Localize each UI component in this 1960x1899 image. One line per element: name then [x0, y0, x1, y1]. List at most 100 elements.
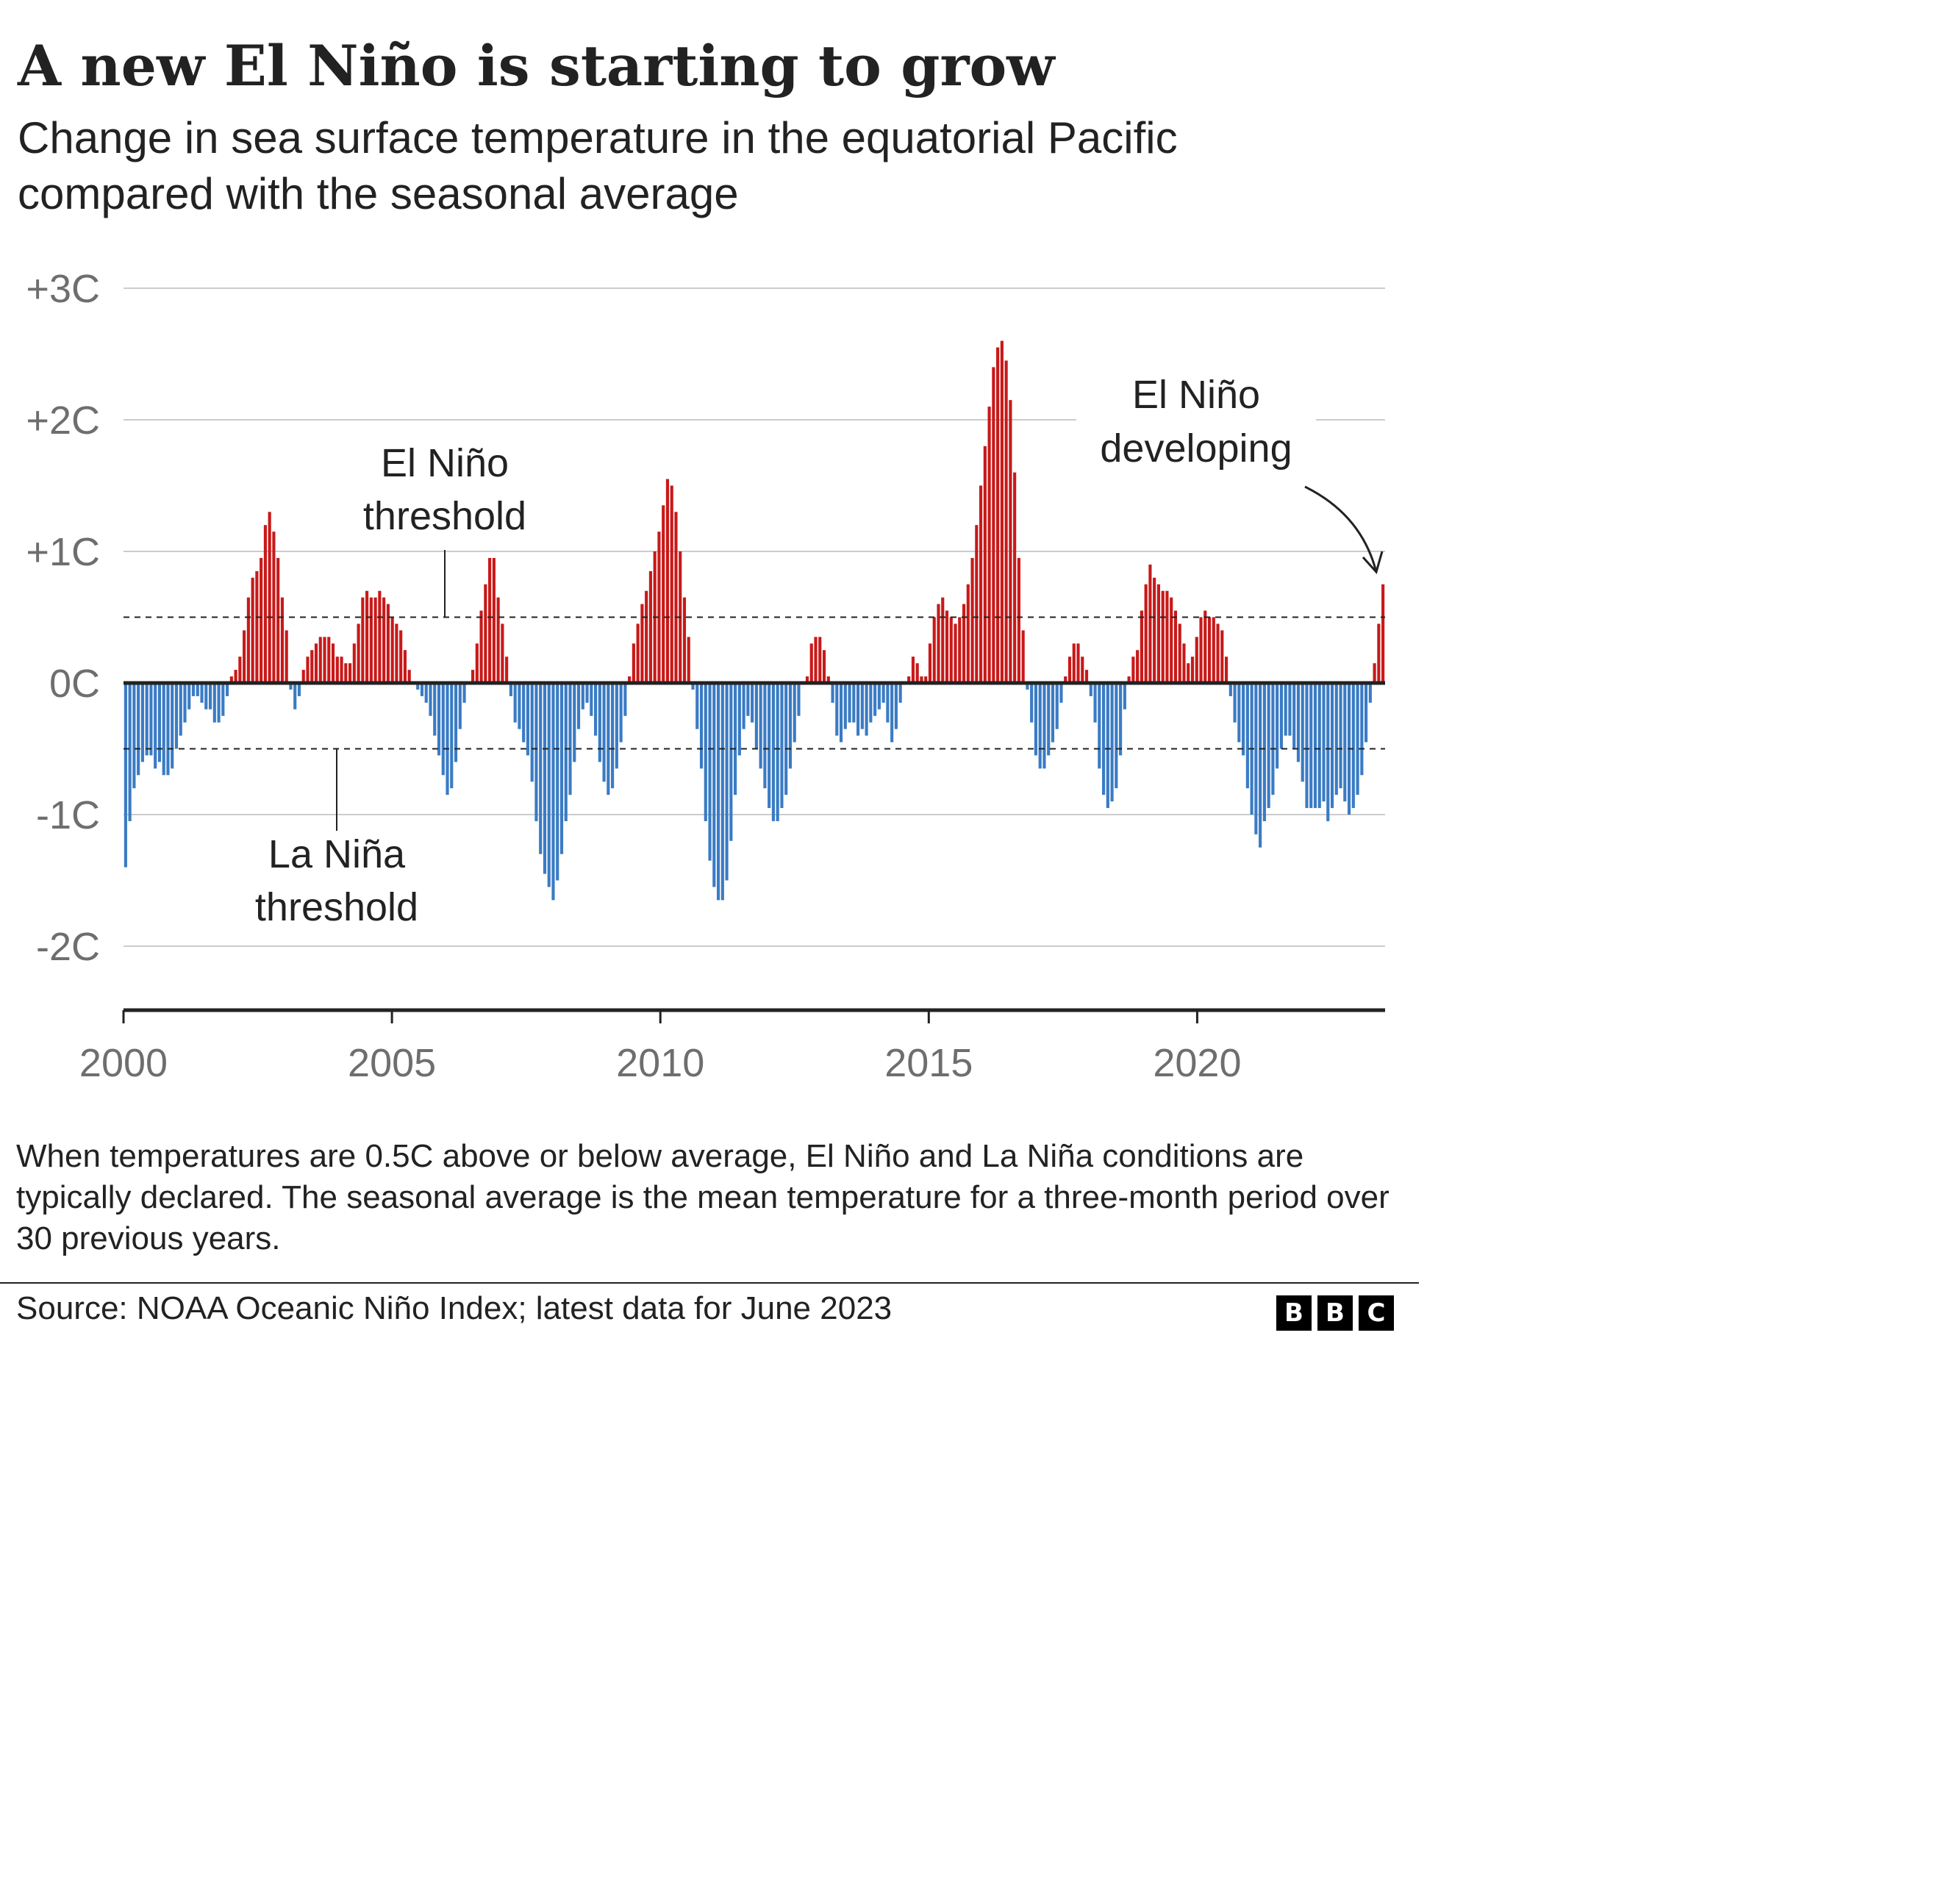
bar: [344, 663, 348, 683]
bar: [174, 683, 179, 749]
bar: [1373, 663, 1376, 683]
bar: [234, 670, 237, 683]
bar: [954, 623, 957, 683]
bar: [881, 683, 885, 703]
bar: [420, 683, 424, 696]
bar: [399, 630, 403, 683]
logo-letter: B: [1317, 1295, 1353, 1331]
bar: [754, 683, 758, 749]
bar: [873, 683, 877, 716]
bar: [390, 617, 394, 683]
bar: [826, 676, 830, 683]
bar: [140, 683, 144, 762]
bar: [992, 367, 995, 683]
x-tick-label: 2005: [348, 1041, 436, 1085]
bar: [1072, 643, 1076, 683]
bar: [585, 683, 589, 703]
bar: [598, 683, 601, 762]
bar: [276, 557, 280, 683]
bar: [1093, 683, 1097, 723]
bar: [310, 650, 314, 683]
bar: [340, 657, 343, 683]
bar: [1351, 683, 1355, 809]
annotation-label: La Niña: [268, 832, 406, 876]
bar: [1187, 663, 1190, 683]
bar: [869, 683, 873, 723]
bar: [856, 683, 860, 736]
bar: [479, 610, 483, 683]
bar: [513, 683, 517, 723]
bar: [1254, 683, 1258, 834]
annotation-el-nino-developing: El Niño developing: [1076, 368, 1384, 575]
footnote: When temperatures are 0.5C above or belo…: [16, 1138, 1389, 1256]
bar: [674, 512, 678, 683]
bar: [729, 683, 733, 841]
bar: [958, 617, 962, 683]
bar: [407, 670, 411, 683]
bar: [429, 683, 432, 716]
bar: [1220, 630, 1224, 683]
bar: [962, 604, 966, 683]
bar: [441, 683, 445, 776]
bar: [327, 637, 331, 683]
bar: [378, 590, 382, 683]
bar: [1084, 670, 1089, 683]
bar: [1317, 683, 1321, 809]
bar: [793, 683, 796, 743]
bar: [708, 683, 712, 861]
bar: [915, 663, 919, 683]
bar: [704, 683, 707, 821]
bar: [534, 683, 538, 821]
bar: [1228, 683, 1232, 696]
bar: [1377, 623, 1381, 683]
bar: [831, 683, 834, 703]
bar: [1305, 683, 1309, 809]
bar: [1301, 683, 1304, 782]
bar-series: [124, 340, 1385, 901]
bar: [1381, 584, 1385, 683]
bar: [623, 683, 627, 716]
annotation-el-nino-threshold: El Niño threshold: [363, 441, 526, 618]
bar: [1067, 657, 1072, 683]
bar: [611, 683, 615, 789]
bar: [1330, 683, 1334, 809]
bar: [1004, 360, 1008, 683]
bar: [1326, 683, 1330, 821]
bar: [581, 683, 584, 709]
bar: [543, 683, 547, 874]
annotation-label: threshold: [363, 494, 526, 538]
bar: [1021, 630, 1025, 683]
bar: [149, 683, 153, 756]
bar: [331, 643, 335, 683]
bar: [458, 683, 462, 729]
y-tick-label: -1C: [36, 793, 100, 837]
threshold-lines: [124, 616, 1385, 750]
bar: [157, 683, 162, 762]
bar: [593, 683, 598, 736]
bar: [1284, 683, 1287, 736]
bar: [776, 683, 779, 821]
bar: [1309, 683, 1313, 809]
bar: [780, 683, 784, 809]
bar: [1161, 590, 1165, 683]
bar: [657, 532, 661, 683]
bar: [1195, 637, 1198, 683]
bar: [886, 683, 890, 723]
bar: [395, 623, 398, 683]
bar: [289, 683, 293, 690]
bar: [937, 604, 940, 683]
bar: [1242, 683, 1245, 756]
bar: [1262, 683, 1266, 821]
bar: [818, 637, 822, 683]
bar: [475, 643, 479, 683]
footer-divider: [0, 1282, 1419, 1284]
bar: [768, 683, 771, 809]
bar: [771, 683, 775, 821]
bar: [1259, 683, 1262, 848]
bar: [373, 597, 377, 683]
bar: [1199, 617, 1203, 683]
y-axis-ticks: +3C +2C +1C 0C -1C -2C: [26, 267, 100, 969]
bar: [1292, 683, 1296, 749]
bar: [734, 683, 737, 795]
bar: [352, 643, 356, 683]
